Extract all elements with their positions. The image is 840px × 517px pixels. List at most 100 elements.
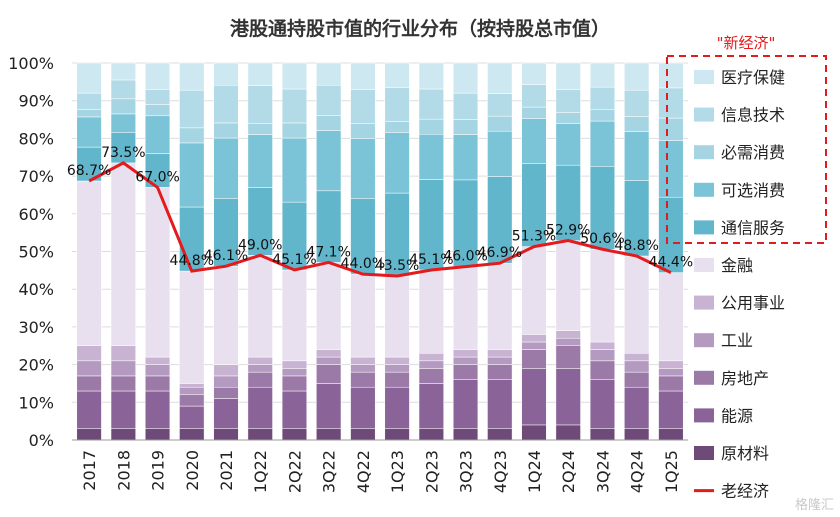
bar-segment [555,424,581,441]
bar-segment [384,192,410,277]
legend-swatch [694,70,714,84]
x-tick-label: 2020 [183,450,202,491]
bar-segment [658,272,684,362]
bar-segment [316,190,342,263]
bar-segment [384,132,410,194]
legend-swatch [694,408,714,423]
x-tick-label: 2021 [217,450,236,491]
bar-segment [213,428,239,441]
y-tick-label: 60% [18,205,54,224]
legend-label: 金融 [721,256,753,275]
bar-segment [316,383,342,429]
bar-segment [658,87,684,119]
bar-segment [76,109,102,118]
bar-segment [281,122,308,139]
bar-segment [658,428,684,441]
bar-segment [213,84,239,124]
bar-segment [144,390,171,429]
bar-segment [487,356,513,365]
y-tick-label: 90% [18,92,54,111]
bar-segment [350,138,376,199]
bar-segment [247,371,273,388]
bar-segment [418,118,444,135]
bar-segment [350,62,376,90]
gridlines [72,62,688,441]
bar-segment [418,269,444,354]
line-data-label: 51.3% [512,229,556,245]
x-tick-label: 2019 [149,450,168,491]
bar-segment [624,386,650,429]
bar-segment [144,187,171,358]
bar-segment [213,265,239,365]
legend-label: 信息技术 [721,106,785,125]
bar-segment [589,248,616,343]
bar-segment [316,84,342,116]
y-tick-label: 80% [18,129,54,148]
legend-label: 原材料 [721,444,769,463]
bar-segment [76,360,102,377]
bar-segment [213,198,239,267]
legend-label: 老经济 [721,482,769,501]
bar-segment [589,349,616,362]
legend-swatch [694,258,714,272]
bar-segment [555,368,581,426]
bar-segment [213,364,239,377]
bar-segment [487,115,513,132]
bar-segment [213,137,239,199]
bar-segment [452,349,479,358]
bar-segment [384,87,410,122]
bar-segment [350,364,376,373]
legend-swatch [694,370,714,385]
bar-segment [521,341,547,350]
bar-segment [110,428,136,441]
line-data-label: 46.0% [443,249,487,265]
bar-segment [624,131,650,181]
bar-segment [281,375,308,392]
line-data-label: 48.8% [614,238,658,254]
bar-segment [624,255,650,354]
x-tick-label: 3Q23 [457,450,476,493]
bar-segment [418,368,444,384]
bar-segment [213,398,239,429]
bar-segment [281,428,308,441]
bar-segment [144,115,171,154]
line-data-label: 47.1% [306,244,350,260]
x-tick-label: 1Q24 [525,450,544,493]
legend-swatch [694,333,714,348]
bar-segment [624,428,650,441]
bar-segment [624,353,650,362]
bar-segment [521,349,547,369]
bar-segment [281,269,308,362]
bar-segment [418,428,444,441]
bar-segment [624,371,650,388]
bar-segment [213,122,239,139]
bar-segment [247,62,273,86]
bar-segment [213,386,239,399]
bar-segment [110,345,136,362]
bar-segment [418,353,444,362]
line-data-label: 68.7% [67,163,111,179]
bar-segment [110,390,136,429]
bar-segment [110,375,136,392]
bar-segment [384,364,410,373]
x-tick-label: 1Q23 [388,450,407,493]
bar-segment [384,428,410,441]
bar-segment [452,266,479,350]
x-tick-label: 1Q25 [662,450,681,493]
bar-segment [487,262,513,350]
line-data-label: 49.0% [238,237,282,253]
bar-segment [452,428,479,441]
bar-segment [452,119,479,135]
bar-segment [247,255,273,358]
bar-segment [555,164,581,241]
legend-swatch [694,295,714,310]
bar-segment [179,89,205,129]
bar-segment [144,375,171,392]
bar-segment [316,364,342,384]
y-tick-label: 40% [18,280,54,299]
bar-segment [247,187,273,256]
bar-segment [144,428,171,441]
legend-label: 必需消费 [721,143,785,162]
bar-segment [521,62,547,85]
